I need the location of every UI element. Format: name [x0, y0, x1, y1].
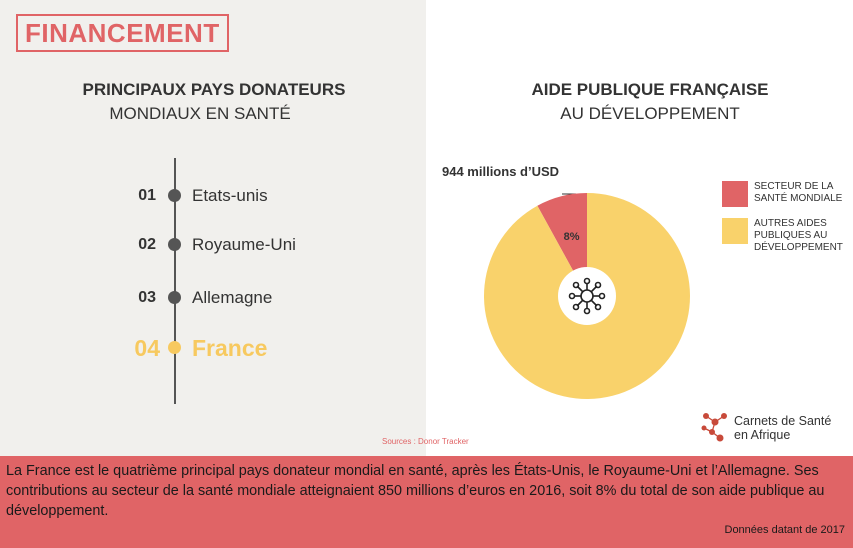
logo: Carnets de Santé en Afrique	[700, 410, 850, 448]
rank-number: 02	[138, 236, 156, 253]
country-name: Etats-unis	[192, 186, 268, 205]
timeline-dot	[168, 341, 181, 354]
logo-line2: en Afrique	[734, 428, 791, 442]
rank-number: 01	[138, 187, 156, 204]
network-virus-icon	[568, 277, 606, 315]
summary-band: La France est le quatrième principal pay…	[0, 456, 853, 548]
right-subtitle: AU DÉVELOPPEMENT	[560, 104, 740, 123]
pie-percent-label: 8%	[564, 231, 580, 243]
logo-line1: Carnets de Santé	[734, 414, 832, 428]
timeline-dot	[168, 238, 181, 251]
right-title: AIDE PUBLIQUE FRANÇAISE	[531, 80, 769, 99]
rank-number: 03	[138, 289, 156, 306]
country-name: Allemagne	[192, 288, 273, 307]
left-subtitle: MONDIAUX EN SANTÉ	[109, 104, 291, 123]
summary-text: La France est le quatrième principal pay…	[6, 463, 825, 519]
rank-number: 04	[134, 335, 160, 361]
data-date: Données datant de 2017	[724, 524, 846, 536]
left-title: PRINCIPAUX PAYS DONATEURS	[82, 80, 346, 99]
legend-label: AUTRES AIDES PUBLIQUES AU DÉVELOPPEMENT	[754, 218, 843, 253]
timeline-line	[174, 158, 176, 404]
logo-text: Carnets de Santé en Afrique	[734, 414, 831, 442]
pie-center-circle	[558, 267, 616, 325]
country-name: Royaume-Uni	[192, 235, 296, 254]
left-panel	[0, 0, 426, 456]
legend-swatch	[722, 181, 748, 207]
timeline-dot	[168, 189, 181, 202]
timeline-dot	[168, 291, 181, 304]
section-tag: FINANCEMENT	[16, 14, 229, 52]
legend-swatch	[722, 218, 748, 244]
country-name: France	[192, 335, 268, 361]
pie-chart: 8%	[484, 193, 690, 399]
pie-callout-label: 944 millions d’USD	[442, 164, 560, 179]
sources-note: Sources : Donor Tracker	[382, 437, 469, 446]
legend-label: SECTEUR DE LA SANTÉ MONDIALE	[754, 181, 843, 204]
network-logo-icon	[701, 413, 727, 442]
